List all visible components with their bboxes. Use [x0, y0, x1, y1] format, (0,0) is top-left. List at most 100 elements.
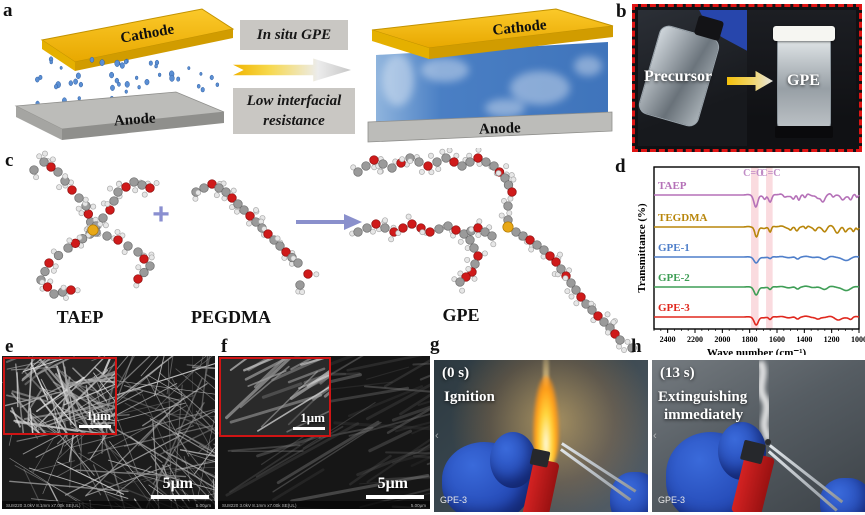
carbon-atom — [434, 224, 444, 234]
fiber — [149, 418, 215, 457]
hydrogen-atom — [407, 158, 414, 165]
scale-label-f: 5μm — [377, 475, 408, 492]
hydrogen-atom — [468, 226, 475, 233]
oxygen-atom — [576, 292, 586, 302]
flame-tip — [543, 360, 549, 390]
carbon-atom — [133, 247, 143, 257]
ignition-photo: (0 s) Ignition GPE-3 ‹ — [434, 360, 648, 512]
fiber — [157, 426, 215, 457]
phosphorus-atom — [502, 221, 514, 233]
fiber — [181, 498, 215, 501]
lighter-top-g — [529, 448, 551, 468]
fiber — [272, 421, 382, 493]
oxygen-atom — [66, 285, 76, 295]
droplet — [78, 81, 83, 88]
fiber — [385, 451, 430, 455]
hydrogen-atom — [621, 347, 628, 354]
hydrogen-atom — [253, 207, 259, 214]
hydrogen-atom — [192, 195, 199, 202]
fiber — [257, 386, 329, 432]
time-label-g: (0 s) — [442, 365, 470, 381]
fiber — [40, 385, 76, 427]
hydrogen-atom — [395, 230, 402, 236]
fiber — [116, 373, 142, 396]
fiber — [197, 437, 215, 454]
fiber — [105, 397, 115, 433]
fiber — [22, 359, 64, 373]
fiber — [27, 414, 47, 433]
hydrogen-atom — [56, 184, 63, 191]
x-tick-label: 1200 — [824, 335, 840, 344]
oxygen-atom — [121, 182, 131, 192]
hydrogen-atom — [66, 237, 73, 244]
carbon-atom — [432, 157, 442, 167]
fiber — [9, 480, 129, 493]
oxygen-atom — [207, 179, 217, 189]
oxygen-atom — [263, 229, 273, 239]
oxygen-atom — [67, 185, 77, 195]
hydrogen-atom — [115, 181, 122, 187]
panel-letter-b: b — [616, 1, 627, 22]
fiber — [417, 443, 430, 453]
fiber — [30, 362, 49, 401]
spectrum-TAEP — [653, 193, 860, 208]
fiber — [30, 460, 76, 472]
oxygen-atom — [105, 205, 115, 215]
hydrogen-atom — [50, 267, 57, 274]
droplet — [215, 82, 220, 87]
hydrogen-atom — [540, 253, 547, 260]
fiber — [105, 376, 115, 414]
fiber — [391, 451, 430, 464]
carbon-atom — [615, 335, 625, 345]
hydrogen-atom — [74, 287, 81, 294]
oxygen-atom — [133, 274, 143, 284]
carbon-atom — [511, 227, 521, 237]
carbon-atom — [378, 159, 388, 169]
fiber — [195, 371, 215, 390]
fiber — [225, 359, 292, 420]
fiber — [366, 438, 430, 483]
fiber — [56, 404, 188, 477]
battery-schematic: Cathode Anode Cathode Anode — [14, 8, 614, 143]
fiber — [71, 382, 109, 413]
series-label-GPE-2: GPE-2 — [658, 272, 690, 284]
hydrogen-atom — [132, 187, 139, 194]
fiber — [315, 356, 364, 384]
reaction-arrow — [296, 214, 362, 230]
fiber — [302, 402, 376, 449]
carbon-atom — [233, 199, 243, 209]
fiber — [165, 413, 215, 417]
carbon-atom — [53, 167, 63, 177]
fiber — [154, 356, 165, 397]
plus-sign: + — [152, 198, 170, 231]
panel-letter-h: h — [631, 336, 642, 357]
fiber — [162, 450, 215, 479]
hydrogen-atom — [507, 195, 514, 202]
fiber — [102, 359, 111, 375]
series-label-TEGDMA: TEGDMA — [658, 212, 708, 224]
fiber — [117, 394, 215, 431]
sem-image-membrane: 1μm 5μm SU8220 3.0kV 8.1mm x7.00k SE(UL)… — [2, 356, 215, 509]
fiber — [225, 422, 360, 497]
fiber — [16, 372, 19, 408]
carbon-atom — [39, 157, 49, 167]
x-tick-label: 2400 — [660, 335, 676, 344]
x-tick-label: 2000 — [714, 335, 730, 344]
oxygen-atom — [46, 162, 56, 172]
chevron-left-icon: ‹ — [653, 430, 657, 442]
carbon-atom — [214, 183, 224, 193]
fiber — [174, 460, 215, 471]
hydrogen-atom — [82, 196, 89, 203]
carbon-atom — [387, 163, 397, 173]
droplet — [35, 76, 40, 83]
oxygen-atom — [545, 251, 555, 261]
fiber — [348, 413, 430, 437]
hydrogen-atom — [428, 152, 434, 159]
hydrogen-atom — [490, 241, 497, 248]
fiber — [39, 397, 68, 433]
fiber — [75, 469, 187, 478]
fiber — [145, 377, 203, 509]
series-label-GPE-1: GPE-1 — [658, 242, 690, 254]
hydrogen-atom — [604, 311, 611, 318]
fiber — [276, 420, 380, 485]
